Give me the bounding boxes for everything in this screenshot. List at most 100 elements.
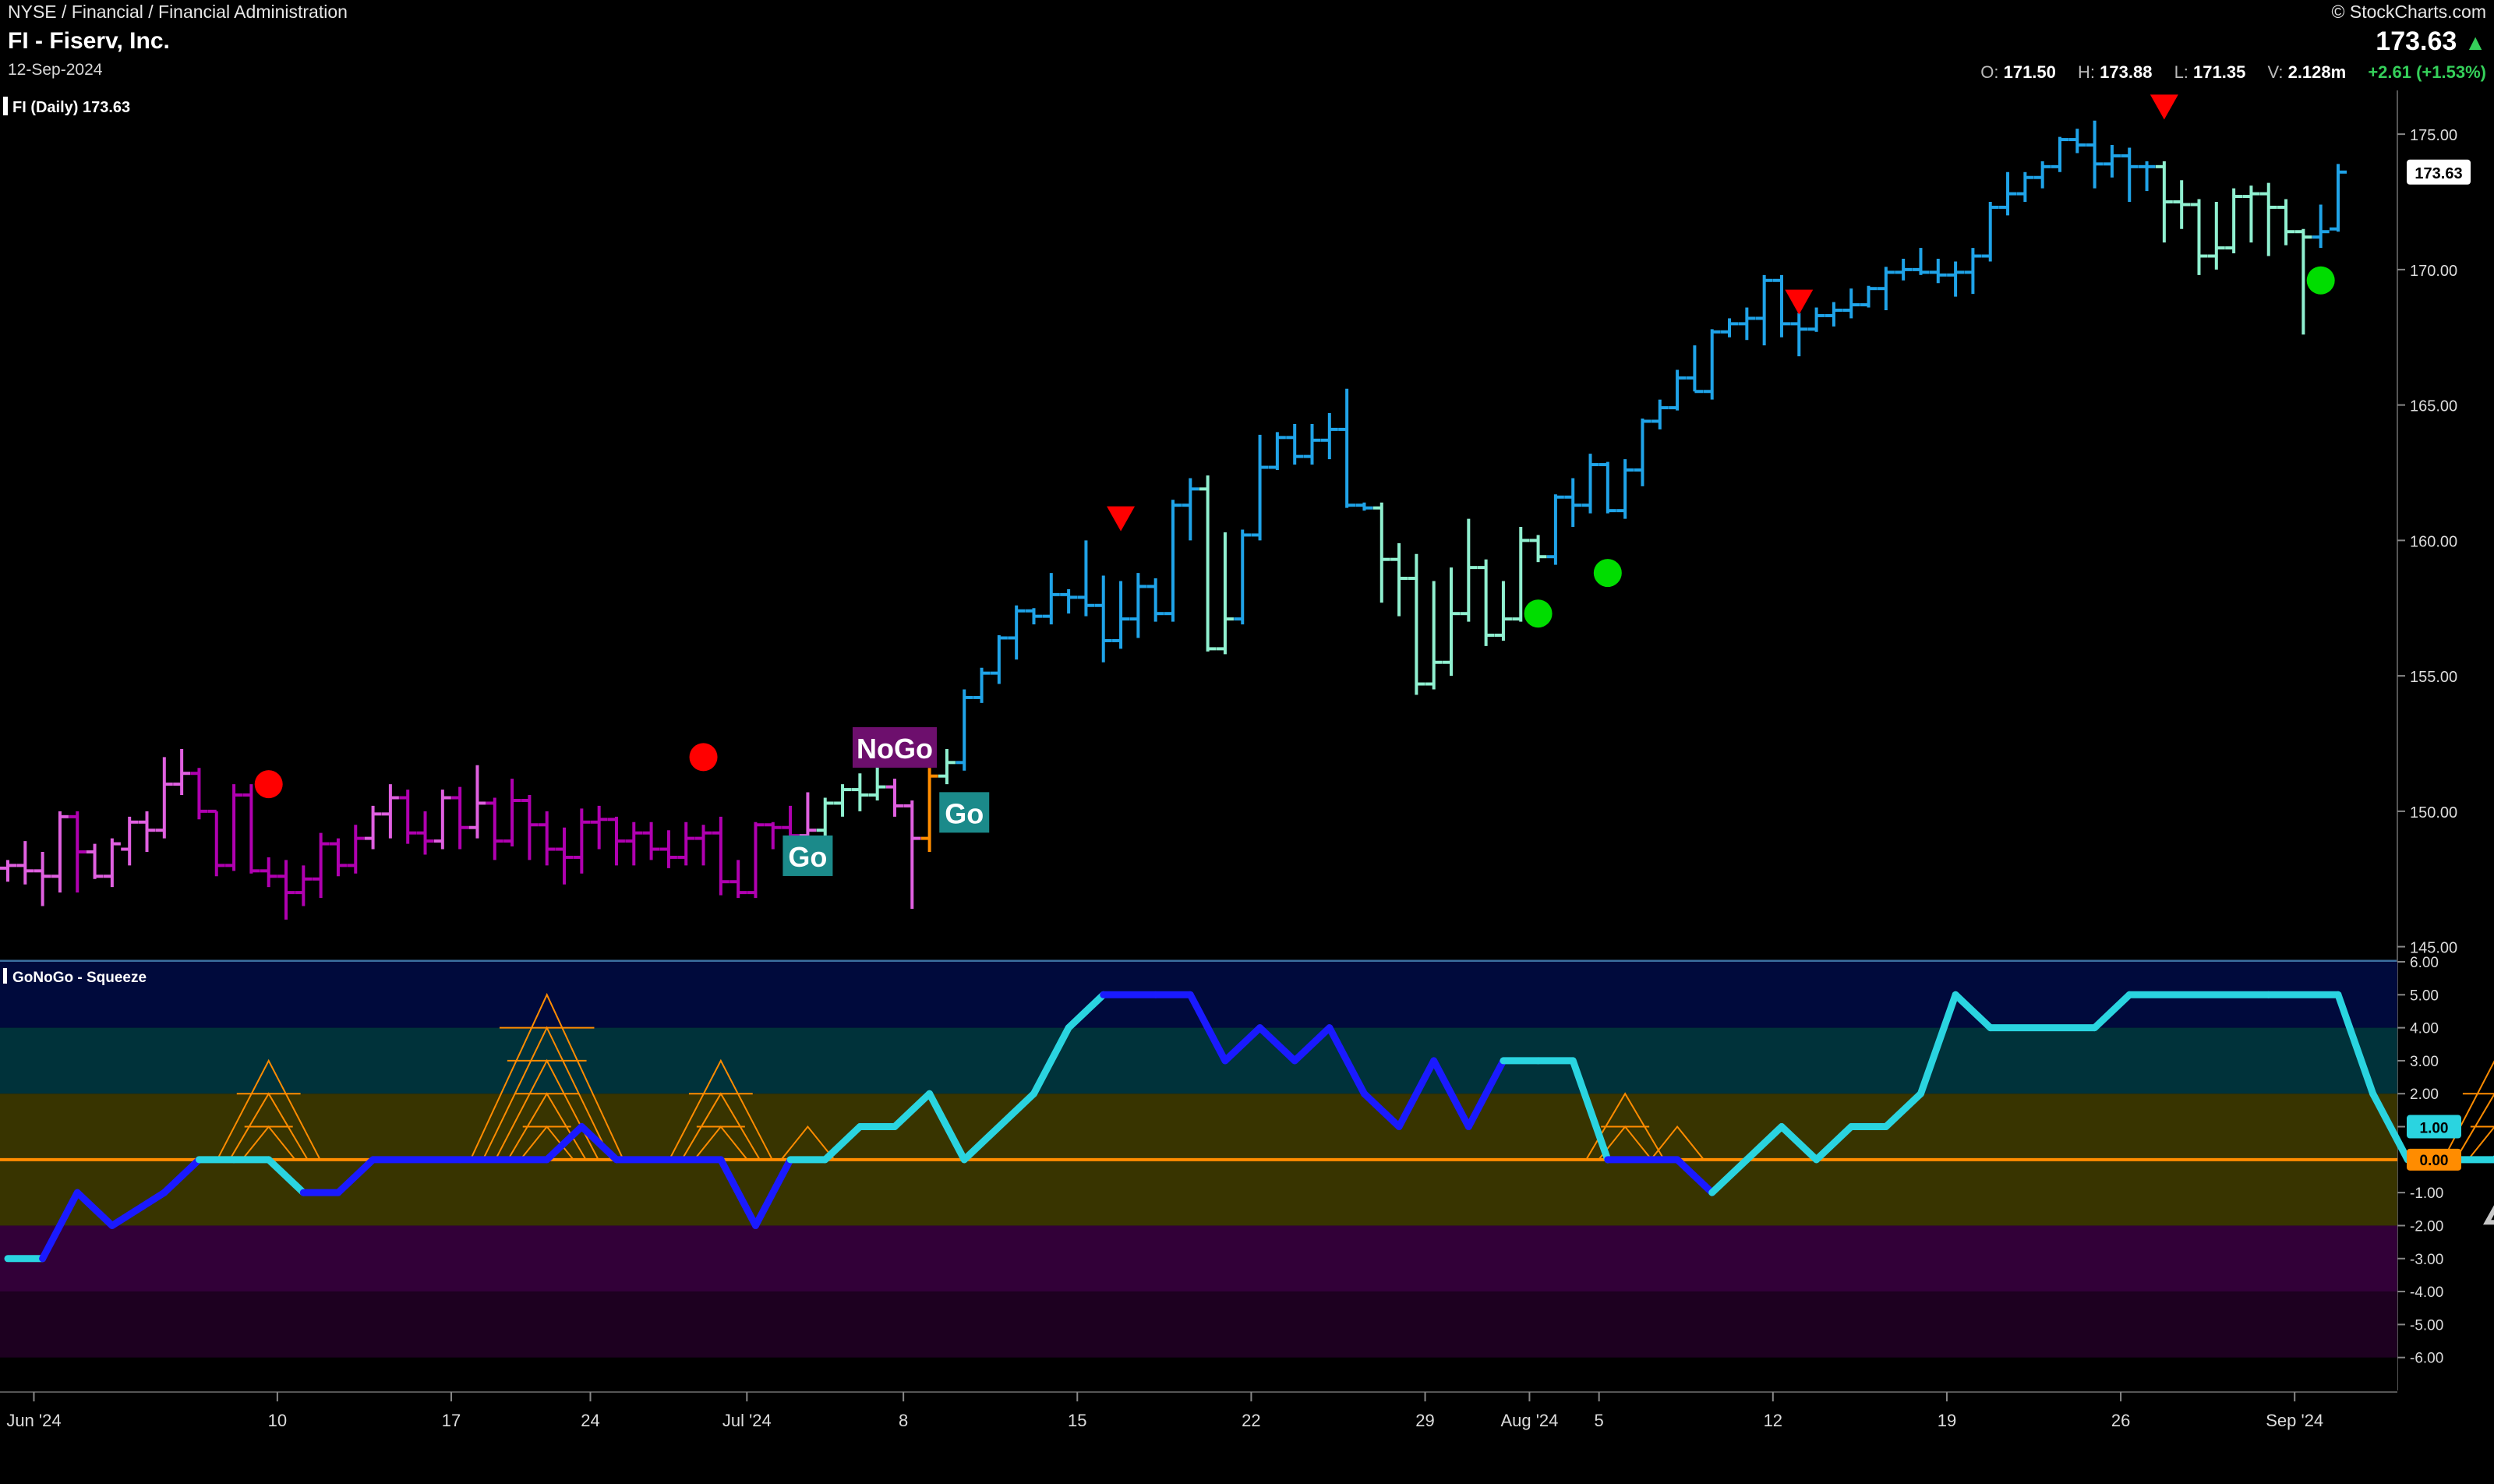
open-value: 171.50: [2003, 62, 2056, 82]
indicator-last-tag-text: 1.00: [2420, 1121, 2449, 1137]
x-axis-tick-label: 19: [1938, 1411, 1956, 1430]
oscillator-segment: [1360, 1090, 1403, 1131]
oscillator-segment: [891, 1090, 934, 1131]
oscillator-segment: [1464, 1057, 1507, 1131]
ohlc-bar: [1686, 345, 1704, 394]
oscillator-segment: [2091, 991, 2133, 1032]
ohlc-bar: [851, 773, 869, 811]
oscillator-segment: [1395, 1057, 1438, 1131]
ohlc-bar: [1286, 423, 1304, 465]
x-axis-tick-label: 22: [1242, 1411, 1260, 1430]
oscillator-segment: [1916, 991, 1959, 1097]
up-arrow-icon: [2483, 1205, 2494, 1225]
trend-label: Go: [939, 792, 990, 833]
ohlc-bar: [2173, 180, 2191, 229]
ohlc-bar: [1408, 553, 1425, 695]
oscillator-segment: [2369, 1090, 2411, 1164]
squeeze-fan-line: [2442, 1060, 2494, 1161]
ohlc-bar: [956, 689, 973, 771]
indicator-y-tick-label: -6.00: [2410, 1351, 2443, 1367]
squeeze-zone-band: [0, 1291, 2397, 1358]
trend-label-text: Go: [945, 797, 984, 829]
gonogo-dot-marker: [1593, 559, 1622, 588]
oscillator-segment: [1882, 1090, 1924, 1131]
oscillator-line: [4, 991, 2494, 1263]
ohlc-bar: [1929, 258, 1947, 284]
ohlc-bar: [1512, 527, 1530, 622]
ohlc-bar: [625, 822, 643, 866]
low-value: 171.35: [2193, 62, 2246, 82]
ohlc-bar: [190, 768, 208, 820]
ohlc-bar: [86, 843, 104, 879]
ohlc-bar: [816, 797, 834, 839]
indicator-y-tick-label: -2.00: [2410, 1218, 2443, 1235]
squeeze-fan: [780, 1125, 835, 1161]
ohlc-bar: [1842, 288, 1860, 319]
oscillator-segment: [578, 1123, 620, 1164]
ohlc-bar: [1738, 307, 1756, 341]
last-price-value: 173.63: [2376, 26, 2457, 56]
ohlc-bar: [590, 805, 608, 850]
ohlc-bar: [973, 667, 991, 703]
oscillator-segment: [1256, 1024, 1298, 1065]
price-y-tick-label: 165.00: [2410, 398, 2457, 415]
ohlc-bar: [1912, 248, 1930, 275]
ohlc-bar: [1112, 581, 1130, 649]
indicator-y-tick-label: -1.00: [2410, 1185, 2443, 1202]
indicator-y-tick-label: 6.00: [2410, 955, 2439, 971]
oscillator-segment: [1221, 1024, 1264, 1065]
brand-logo[interactable]: © StockCharts.com: [2331, 2, 2486, 22]
oscillator-segment: [1326, 1024, 1368, 1097]
ohlc-bar: [1146, 578, 1164, 622]
ohlc-bar: [1755, 274, 1773, 346]
ohlc-bar: [433, 790, 451, 850]
squeeze-fan: [2442, 1060, 2494, 1161]
ohlc-bar: [1651, 399, 1669, 429]
price-plot-area: [0, 90, 2397, 961]
zero-tag-text: 0.00: [2420, 1153, 2449, 1169]
ohlc-bar: [938, 748, 956, 785]
chart-date: 12-Sep-2024: [8, 61, 103, 79]
oscillator-segment: [1569, 1057, 1612, 1164]
oscillator-segment: [265, 1156, 307, 1196]
ohlc-bar: [277, 860, 295, 920]
price-legend-text: FI (Daily) 173.63: [12, 99, 130, 116]
x-axis-tick-label: 24: [581, 1411, 599, 1430]
squeeze-fan-line: [2454, 1093, 2494, 1161]
oscillator-segment: [1291, 1024, 1334, 1065]
ohlc-bar: [2207, 202, 2225, 270]
ohlc-bar: [729, 860, 747, 899]
change-value: +2.61 (+1.53%): [2368, 62, 2486, 82]
countertrend-triangle-marker: [1785, 289, 1814, 315]
indicator-y-tick-label: 4.00: [2410, 1021, 2439, 1037]
indicator-y-tick-label: -4.00: [2410, 1284, 2443, 1301]
ohlc-bar: [2103, 145, 2121, 178]
ohlc-bar: [694, 825, 712, 866]
ohlc-bar: [1443, 567, 1461, 677]
squeeze-fan: [216, 1058, 321, 1161]
zero-tag: 0.00: [2407, 1148, 2461, 1171]
price-y-tick-label: 145.00: [2410, 940, 2457, 957]
ohlc-bar: [834, 784, 852, 817]
ohlc-bar: [312, 832, 330, 899]
squeeze-fan-line: [780, 1125, 835, 1161]
indicator-y-tick-label: 3.00: [2410, 1054, 2439, 1070]
squeeze-fan-line: [216, 1058, 321, 1161]
ohlc-bar: [1060, 588, 1078, 614]
ohlc-bar: [1964, 248, 1982, 295]
oscillator-segment: [73, 1189, 116, 1229]
x-axis-tick-label: Jul '24: [722, 1411, 772, 1430]
ohlc-bar: [1999, 171, 2017, 216]
trend-label-text: Go: [788, 841, 827, 873]
ohlc-bar: [225, 784, 243, 871]
oscillator-segment: [926, 1090, 968, 1164]
ohlc-bar: [1164, 500, 1182, 622]
chart-canvas[interactable]: 145.00150.00155.00160.00165.00170.00175.…: [0, 90, 2494, 1484]
ohlc-bar: [868, 762, 886, 800]
ohlc-bar: [2016, 171, 2034, 202]
oscillator-segment: [1673, 1156, 1716, 1196]
squeeze-fan-line: [2468, 1125, 2494, 1161]
ohlc-bar: [764, 822, 782, 850]
ohlc-bar: [1494, 581, 1512, 641]
oscillator-segment: [1186, 991, 1229, 1065]
